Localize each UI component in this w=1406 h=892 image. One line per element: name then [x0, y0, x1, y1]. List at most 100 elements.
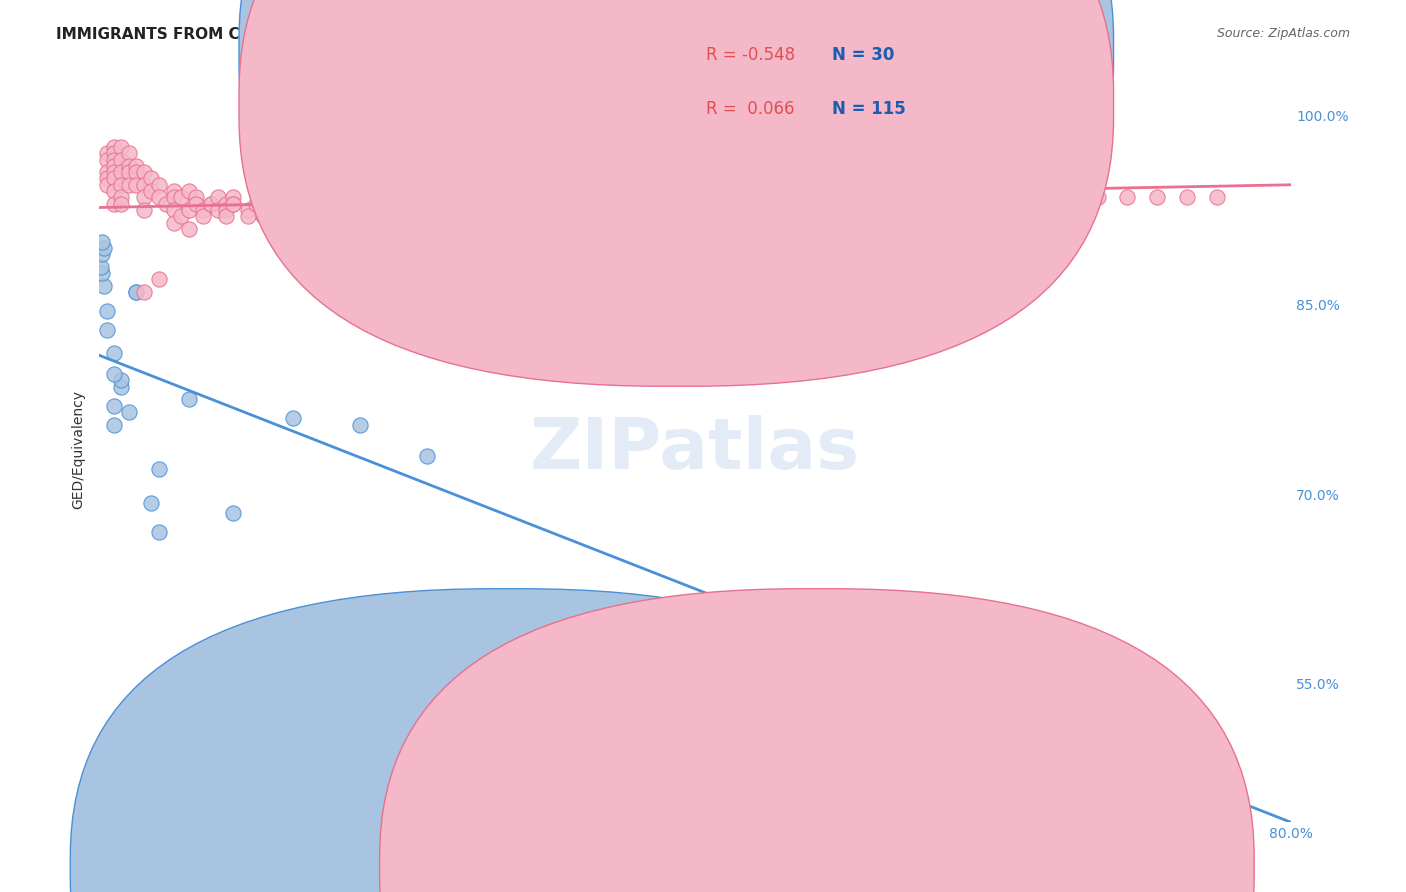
Text: R = -0.548: R = -0.548 [706, 46, 794, 64]
Point [267, 196, 290, 211]
Point [446, 190, 468, 204]
Point [90, 260, 112, 274]
Point [1205, 190, 1227, 204]
Point [938, 190, 960, 204]
Point [96, 323, 118, 337]
Point [184, 190, 207, 204]
Point [416, 196, 439, 211]
Point [1012, 752, 1035, 766]
Point [259, 196, 281, 211]
Point [118, 146, 141, 161]
Point [103, 417, 125, 432]
Point [281, 411, 304, 425]
Point [103, 399, 125, 413]
Point [222, 196, 245, 211]
Point [118, 159, 141, 173]
Point [863, 190, 886, 204]
Point [297, 202, 319, 217]
Point [125, 285, 148, 299]
Point [245, 196, 267, 211]
Point [200, 196, 222, 211]
Text: Source: ZipAtlas.com: Source: ZipAtlas.com [1216, 27, 1350, 40]
Point [699, 310, 721, 325]
Point [274, 196, 297, 211]
Point [267, 202, 290, 217]
Point [103, 140, 125, 154]
Point [236, 202, 259, 217]
Point [103, 367, 125, 381]
Point [110, 178, 132, 192]
Point [207, 202, 229, 217]
Point [148, 272, 170, 286]
Point [132, 178, 155, 192]
Point [118, 178, 141, 192]
Point [155, 196, 177, 211]
Point [110, 165, 132, 179]
Text: R =  0.066: R = 0.066 [706, 100, 794, 118]
Point [207, 190, 229, 204]
Point [468, 190, 491, 204]
Point [491, 727, 513, 741]
Point [349, 417, 371, 432]
Point [401, 190, 423, 204]
Point [215, 202, 238, 217]
Point [148, 524, 170, 539]
Point [132, 190, 155, 204]
Point [356, 190, 378, 204]
Point [624, 190, 647, 204]
Point [148, 462, 170, 476]
Point [163, 202, 186, 217]
Point [132, 202, 155, 217]
Point [91, 266, 114, 280]
Point [281, 196, 304, 211]
Point [96, 165, 118, 179]
Point [118, 405, 141, 419]
Point [848, 190, 870, 204]
Point [744, 190, 766, 204]
Point [110, 140, 132, 154]
Point [103, 165, 125, 179]
Point [290, 196, 312, 211]
Point [342, 190, 364, 204]
Point [416, 450, 439, 464]
Point [177, 184, 200, 198]
Point [215, 196, 238, 211]
Point [236, 689, 259, 703]
Point [654, 771, 676, 785]
Point [103, 146, 125, 161]
Point [758, 190, 780, 204]
Point [103, 159, 125, 173]
Point [491, 190, 513, 204]
Point [1146, 190, 1168, 204]
Point [91, 235, 114, 249]
Point [110, 374, 132, 388]
Point [319, 196, 342, 211]
Point [163, 190, 186, 204]
Point [163, 184, 186, 198]
Point [103, 196, 125, 211]
Point [252, 202, 274, 217]
Point [222, 196, 245, 211]
Text: IMMIGRANTS FROM CAMBODIA VS BHUTANESE GED/EQUIVALENCY CORRELATION CHART: IMMIGRANTS FROM CAMBODIA VS BHUTANESE GE… [56, 27, 810, 42]
Text: N = 30: N = 30 [832, 46, 894, 64]
Point [222, 506, 245, 520]
Point [96, 171, 118, 186]
Y-axis label: GED/Equivalency: GED/Equivalency [72, 391, 86, 509]
Point [252, 210, 274, 224]
Point [103, 345, 125, 359]
Point [96, 146, 118, 161]
Point [141, 496, 163, 510]
Point [193, 202, 215, 217]
Point [177, 392, 200, 407]
Point [103, 184, 125, 198]
Point [1012, 190, 1035, 204]
Point [654, 190, 676, 204]
Point [773, 190, 796, 204]
Point [91, 247, 114, 261]
Text: ZIPatlas: ZIPatlas [530, 416, 860, 484]
Point [311, 196, 333, 211]
Point [423, 190, 446, 204]
Point [588, 190, 610, 204]
Point [110, 196, 132, 211]
Point [125, 159, 148, 173]
